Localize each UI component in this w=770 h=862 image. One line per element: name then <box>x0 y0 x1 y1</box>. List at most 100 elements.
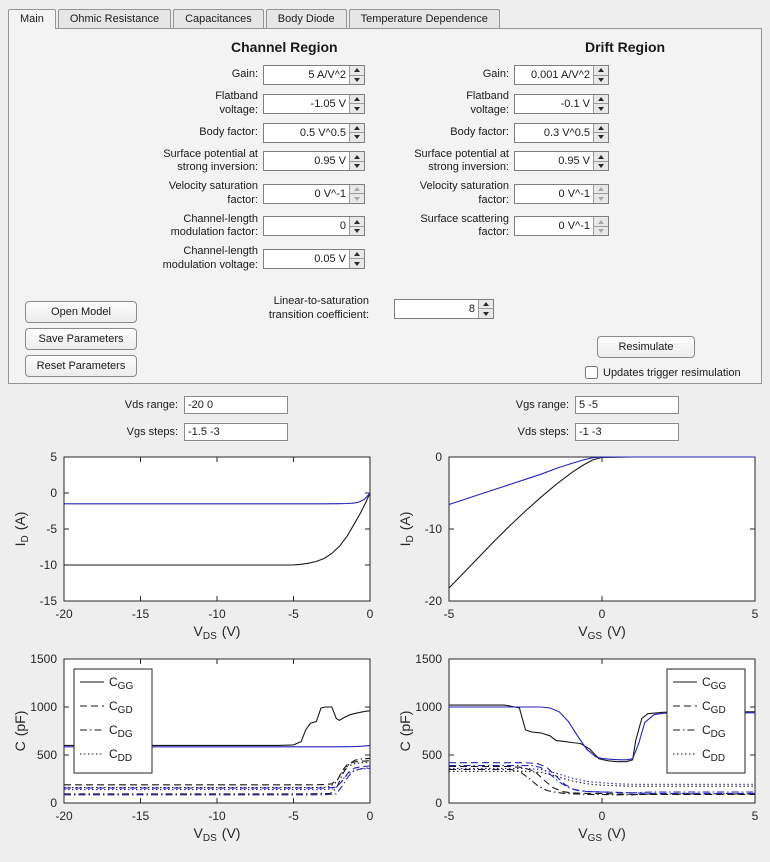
parameters-panel: Channel Region Drift Region Gain: Flatba… <box>8 28 762 384</box>
channel-clm-voltage-label: Channel-length modulation voltage: <box>162 245 258 271</box>
svg-text:500: 500 <box>37 748 57 762</box>
svg-text:C(pF): C(pF) <box>397 711 413 752</box>
svg-text:0: 0 <box>599 607 606 621</box>
spin-down-button[interactable] <box>350 226 364 236</box>
drift-gain-spinner <box>514 65 609 85</box>
spin-up-button[interactable] <box>594 184 608 195</box>
spin-down-button[interactable] <box>350 259 364 268</box>
channel-flatband-input[interactable] <box>264 94 349 113</box>
spin-down-button[interactable] <box>350 161 364 171</box>
spin-up-button[interactable] <box>350 184 364 195</box>
arrow-up-icon <box>598 68 604 73</box>
svg-text:-10: -10 <box>425 522 443 536</box>
tab-bar: Main Ohmic Resistance Capacitances Body … <box>0 0 770 29</box>
spin-up-button[interactable] <box>350 249 364 260</box>
drift-body-factor-input[interactable] <box>515 123 593 142</box>
drift-surface-potential-input[interactable] <box>515 152 593 171</box>
svg-text:CGG: CGG <box>702 675 726 692</box>
drift-region-title: Drift Region <box>585 39 666 55</box>
tab-capacitances[interactable]: Capacitances <box>173 9 264 28</box>
channel-velocity-saturation-input[interactable] <box>264 184 349 203</box>
spin-up-button[interactable] <box>350 152 364 162</box>
tab-temperature-dependence[interactable]: Temperature Dependence <box>348 9 500 28</box>
spin-up-button[interactable] <box>594 123 608 133</box>
svg-text:CDD: CDD <box>702 747 725 764</box>
tab-body-diode[interactable]: Body Diode <box>265 9 347 28</box>
spin-up-button[interactable] <box>594 152 608 162</box>
arrow-down-icon <box>354 229 360 233</box>
lin-sat-coefficient-input[interactable] <box>395 299 478 318</box>
tab-ohmic-resistance[interactable]: Ohmic Resistance <box>57 9 172 28</box>
spin-up-button[interactable] <box>594 217 608 227</box>
updates-trigger-resimulation-checkbox[interactable] <box>585 366 598 379</box>
drift-body-factor-spinner <box>514 122 609 143</box>
spin-up-button[interactable] <box>350 217 364 227</box>
spin-up-button[interactable] <box>350 66 364 76</box>
spin-down-button[interactable] <box>350 75 364 84</box>
channel-region-title: Channel Region <box>231 39 338 55</box>
vgs-range-input[interactable] <box>575 396 679 414</box>
svg-text:-15: -15 <box>132 607 150 621</box>
reset-parameters-button[interactable]: Reset Parameters <box>25 355 137 377</box>
save-parameters-button[interactable]: Save Parameters <box>25 328 137 350</box>
spin-down-button[interactable] <box>594 226 608 236</box>
drift-gain-input[interactable] <box>515 66 593 84</box>
field-row: Linear-to-saturation transition coeffici… <box>159 295 494 323</box>
svg-text:1000: 1000 <box>415 700 442 714</box>
svg-text:0: 0 <box>50 486 57 500</box>
arrow-down-icon <box>354 196 360 201</box>
spin-down-button[interactable] <box>350 133 364 142</box>
svg-text:-15: -15 <box>132 809 150 823</box>
tab-main[interactable]: Main <box>8 9 56 29</box>
spin-up-button[interactable] <box>350 94 364 105</box>
vds-steps-row: Vds steps: <box>385 423 770 441</box>
svg-text:VGS(V): VGS (V) <box>578 825 625 844</box>
arrow-up-icon <box>483 302 489 306</box>
spin-down-button[interactable] <box>594 194 608 203</box>
channel-clm-voltage-input[interactable] <box>264 249 349 268</box>
spin-down-button[interactable] <box>594 133 608 142</box>
spin-down-button[interactable] <box>350 194 364 203</box>
spin-down-button[interactable] <box>594 104 608 113</box>
charts-grid: -20 -15 -10 -5 0 -15 -10 -5 0 5 VDS (V) ID(A) -5 0 5 -2… <box>0 449 770 847</box>
arrow-down-icon <box>354 135 360 140</box>
arrow-down-icon <box>598 77 604 82</box>
lin-sat-coefficient-spinner <box>394 298 494 319</box>
open-model-button[interactable]: Open Model <box>25 301 137 323</box>
spin-down-button[interactable] <box>594 161 608 171</box>
svg-text:-15: -15 <box>40 594 58 608</box>
drift-velocity-saturation-input[interactable] <box>515 184 593 203</box>
spin-up-button[interactable] <box>350 123 364 133</box>
spin-up-button[interactable] <box>594 66 608 76</box>
channel-surface-potential-input[interactable] <box>264 152 349 171</box>
svg-text:1500: 1500 <box>415 652 442 666</box>
spin-down-button[interactable] <box>479 309 493 318</box>
vgs-steps-label: Vgs steps: <box>126 426 178 438</box>
vds-range-input[interactable] <box>184 396 288 414</box>
updates-trigger-resimulation-label: Updates trigger resimulation <box>603 366 741 379</box>
drift-surface-scattering-input[interactable] <box>515 217 593 236</box>
arrow-down-icon <box>598 135 604 140</box>
spin-up-button[interactable] <box>594 94 608 105</box>
spin-down-button[interactable] <box>594 75 608 84</box>
spin-down-button[interactable] <box>350 104 364 113</box>
drift-flatband-input[interactable] <box>515 94 593 113</box>
arrow-up-icon <box>598 219 604 224</box>
field-row: Channel-length modulation voltage: <box>97 245 365 273</box>
svg-text:-20: -20 <box>55 607 73 621</box>
svg-text:0: 0 <box>599 809 606 823</box>
arrow-down-icon <box>598 106 604 111</box>
vds-steps-input[interactable] <box>575 423 679 441</box>
chart-capacitance-vs-vgs: -5 0 5 0 500 1000 1500 VGS (V) C(pF) CGG CGD CDG CDD <box>385 651 770 847</box>
channel-flatband-spinner <box>263 93 365 114</box>
channel-body-factor-input[interactable] <box>264 123 349 142</box>
arrow-down-icon <box>598 229 604 233</box>
vgs-steps-input[interactable] <box>184 423 288 441</box>
spin-up-button[interactable] <box>479 299 493 310</box>
channel-clm-factor-input[interactable] <box>264 217 349 236</box>
resimulate-button[interactable]: Resimulate <box>597 336 695 358</box>
channel-flatband-label: Flatband voltage: <box>215 90 258 116</box>
channel-gain-input[interactable] <box>264 66 349 84</box>
channel-velocity-saturation-label: Velocity saturation factor: <box>168 180 258 206</box>
arrow-down-icon <box>598 164 604 168</box>
